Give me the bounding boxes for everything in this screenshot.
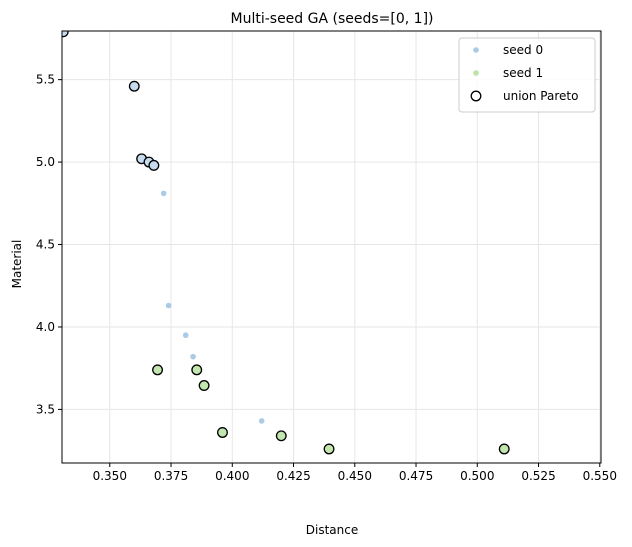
x-tick-label: 0.400 <box>215 469 249 483</box>
legend-marker-seed-0 <box>473 47 479 53</box>
union-pareto-point <box>217 427 228 438</box>
union-pareto-point <box>198 380 210 391</box>
y-tick-label: 4.0 <box>36 320 55 334</box>
seed-0-point <box>160 190 167 197</box>
seed-0-point <box>190 353 196 360</box>
seed-0-point <box>258 418 265 424</box>
chart-title: Multi-seed GA (seeds=[0, 1]) <box>231 11 434 27</box>
y-tick-label: 4.5 <box>36 238 55 252</box>
union-pareto-point <box>191 364 203 376</box>
data-points <box>62 31 510 455</box>
x-tick-label: 0.425 <box>276 469 310 483</box>
x-tick-label: 0.375 <box>154 469 188 483</box>
legend-box <box>458 37 596 113</box>
x-axis-label: Distance <box>306 523 358 537</box>
union-pareto-point <box>62 31 69 38</box>
union-pareto-point <box>275 430 287 442</box>
x-tick-label: 0.550 <box>583 469 617 483</box>
y-tick-label: 3.5 <box>36 402 55 416</box>
union-pareto-point <box>498 443 510 455</box>
x-tick-label: 0.525 <box>521 469 555 483</box>
axis-ticks: 0.350 0.375 0.400 0.425 0.450 0.475 0.500 0.525… <box>36 73 617 483</box>
legend-label-union-pareto: union Pareto <box>503 89 578 103</box>
x-tick-label: 0.450 <box>338 469 372 483</box>
legend-label-seed-0: seed 0 <box>503 43 543 57</box>
union-pareto-point <box>152 364 164 376</box>
seed-0-point <box>165 302 172 309</box>
plot-frame <box>61 30 602 464</box>
y-tick-label: 5.0 <box>36 155 55 169</box>
union-pareto-point <box>148 159 160 171</box>
legend-marker-union-pareto <box>470 90 482 102</box>
union-pareto-point <box>128 80 140 92</box>
legend-marker-seed-1 <box>473 70 479 76</box>
legend-label-seed-1: seed 1 <box>503 66 543 80</box>
x-tick-label: 0.350 <box>93 469 127 483</box>
x-tick-label: 0.475 <box>399 469 433 483</box>
x-tick-label: 0.500 <box>460 469 494 483</box>
seed-0-point <box>182 332 189 339</box>
y-axis-label: Material <box>10 240 24 289</box>
y-tick-label: 5.5 <box>36 73 55 87</box>
union-pareto-point <box>323 443 335 455</box>
legend: seed 0 seed 1 union Pareto <box>458 37 596 113</box>
